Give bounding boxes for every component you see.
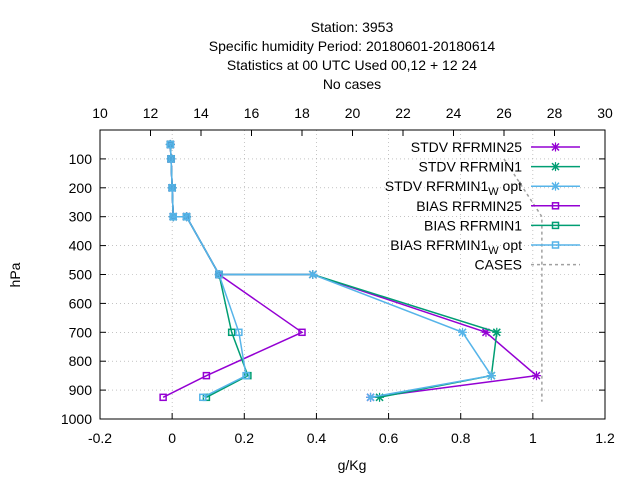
x-tick-label: 1 <box>529 430 537 446</box>
y-tick-label: 800 <box>69 353 93 369</box>
legend-entry-1: STDV RFRMIN1 <box>419 159 580 175</box>
legend-label: CASES <box>475 257 522 273</box>
data-point <box>202 371 211 380</box>
x2-tick-label: 12 <box>143 105 159 121</box>
legend-entry-3: BIAS RFRMIN25 <box>416 198 580 214</box>
legend-label: STDV RFRMIN1 <box>419 159 523 175</box>
series-line <box>169 144 249 398</box>
series-line <box>169 144 247 398</box>
x-tick-label: 1.2 <box>595 430 615 446</box>
y-tick-label: 600 <box>69 295 93 311</box>
x2-tick-label: 18 <box>294 105 310 121</box>
data-point <box>298 328 306 337</box>
x-axis-label: g/Kg <box>338 457 367 473</box>
data-point <box>366 392 376 402</box>
y-tick-label: 500 <box>69 267 93 283</box>
data-point <box>182 212 191 221</box>
series-layer <box>159 139 543 402</box>
data-point <box>375 392 385 402</box>
y-tick-label: 300 <box>69 209 93 225</box>
x2-tick-label: 28 <box>547 105 563 121</box>
axes: -0.2 0 0.2 0.4 0.6 0.8 1 1.2 10 12 14 16 18 20 22 24 26 2… <box>61 105 615 446</box>
legend-entry-0: STDV RFRMIN25 <box>411 139 580 155</box>
legend-marker <box>551 221 560 230</box>
title-line-4: No cases <box>323 76 381 92</box>
x-tick-label: -0.2 <box>88 430 112 446</box>
x2-tick-label: 16 <box>244 105 260 121</box>
chart-title: Station: 3953 Specific humidity Period: … <box>209 19 496 92</box>
grid-lines <box>100 130 605 419</box>
y-tick-label: 200 <box>69 180 93 196</box>
legend-entry-5: BIAS RFRMIN1W opt <box>390 237 580 257</box>
legend: STDV RFRMIN25 STDV RFRMIN1 STDV RFRMIN1W o… <box>385 139 580 273</box>
data-point <box>167 155 175 163</box>
title-line-2: Specific humidity Period: 20180601-20180… <box>209 38 496 54</box>
series-6 <box>503 158 543 402</box>
legend-marker <box>551 181 560 191</box>
x-tick-label: 0.2 <box>235 430 255 446</box>
data-point <box>492 327 502 337</box>
y-tick-label: 1000 <box>61 411 92 427</box>
data-point <box>227 328 236 337</box>
title-line-3: Statistics at 00 UTC Used 00,12 + 12 24 <box>227 57 477 73</box>
legend-marker <box>551 241 560 249</box>
title-line-1: Station: 3953 <box>311 19 394 35</box>
legend-marker <box>551 202 560 210</box>
legend-label: BIAS RFRMIN1 <box>424 217 522 233</box>
legend-entry-4: BIAS RFRMIN1 <box>424 217 580 233</box>
legend-label: BIAS RFRMIN1W opt <box>390 237 522 257</box>
data-point <box>308 270 318 279</box>
legend-label: STDV RFRMIN25 <box>411 139 522 155</box>
x2-tick-label: 22 <box>395 105 411 121</box>
y-tick-label: 700 <box>69 324 93 340</box>
series-line <box>503 158 543 402</box>
data-point <box>199 393 207 402</box>
y-tick-label: 900 <box>69 382 93 398</box>
series-line <box>162 144 304 398</box>
legend-label: STDV RFRMIN1W opt <box>385 178 522 198</box>
data-point <box>486 371 496 381</box>
x2-tick-label: 20 <box>345 105 361 121</box>
x2-tick-label: 24 <box>446 105 462 121</box>
data-point <box>166 140 175 149</box>
data-point <box>169 212 177 221</box>
data-point <box>531 371 541 381</box>
x-tick-label: 0.6 <box>379 430 399 446</box>
y-axis-label: hPa <box>7 262 23 287</box>
y-tick-label: 400 <box>69 238 93 254</box>
x-tick-label: 0.8 <box>451 430 471 446</box>
data-point <box>215 270 223 279</box>
x2-tick-label: 14 <box>193 105 209 121</box>
series-5 <box>166 140 250 402</box>
x2-tick-label: 10 <box>92 105 108 121</box>
legend-label: BIAS RFRMIN25 <box>416 198 522 214</box>
legend-marker <box>551 162 560 172</box>
data-point <box>159 393 167 402</box>
legend-entry-2: STDV RFRMIN1W opt <box>385 178 580 198</box>
x-tick-label: 0 <box>168 430 176 446</box>
y-tick-label: 100 <box>69 151 93 167</box>
legend-entry-6: CASES <box>475 257 580 273</box>
data-point <box>235 328 243 337</box>
x-tick-label: 0.4 <box>307 430 327 446</box>
data-point <box>168 184 176 192</box>
legend-marker <box>551 142 560 152</box>
data-point <box>458 327 468 337</box>
x2-tick-label: 26 <box>496 105 512 121</box>
data-point <box>242 371 250 380</box>
x2-tick-label: 30 <box>597 105 613 121</box>
